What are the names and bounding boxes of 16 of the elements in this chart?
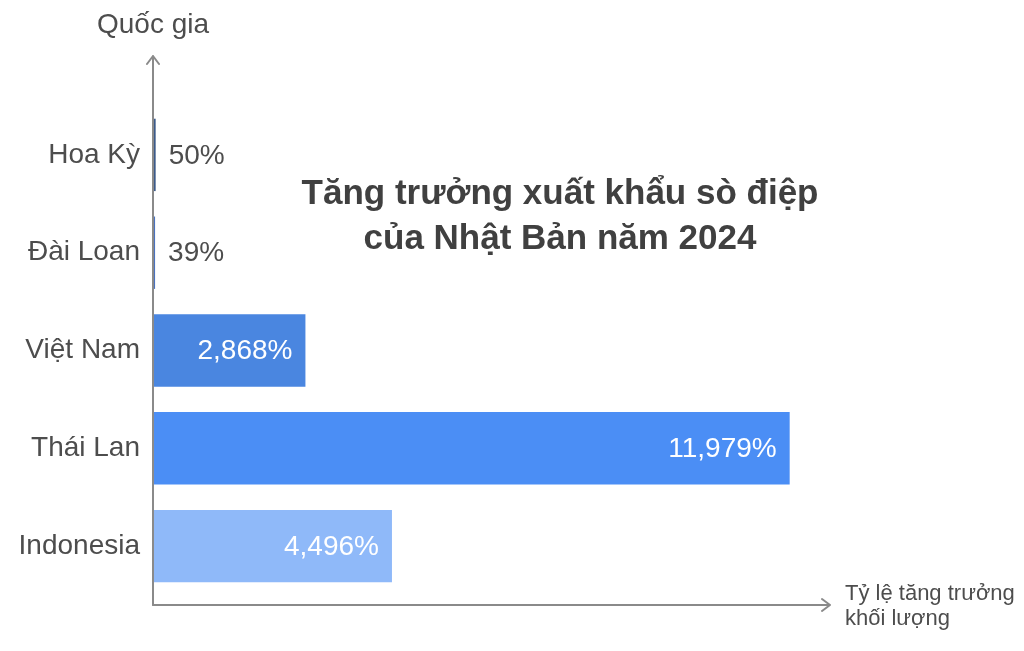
y-tick-label: Indonesia <box>18 528 141 560</box>
data-label: 50% <box>168 138 225 170</box>
data-label: 39% <box>168 236 225 268</box>
x-axis-title: Tỷ lệ tăng trưởng khối lượng <box>845 580 1015 631</box>
data-label: 11,979% <box>668 432 777 464</box>
bar <box>153 314 306 387</box>
y-tick-label: Hoa Kỳ <box>48 137 140 169</box>
y-tick-label: Thái Lan <box>31 431 140 463</box>
bar <box>153 412 790 485</box>
y-tick-label: Việt Nam <box>25 333 140 365</box>
data-label: 4,496% <box>283 529 379 561</box>
bar <box>153 509 392 583</box>
text: Tăng trưởng xuất khẩu sò điệp của Nhật Bản năm 2024 <box>301 171 819 256</box>
y-axis-title: Quốc gia <box>96 7 210 39</box>
data-label: 2,868% <box>197 334 293 366</box>
y-tick-label: Đài Loan <box>27 235 140 267</box>
